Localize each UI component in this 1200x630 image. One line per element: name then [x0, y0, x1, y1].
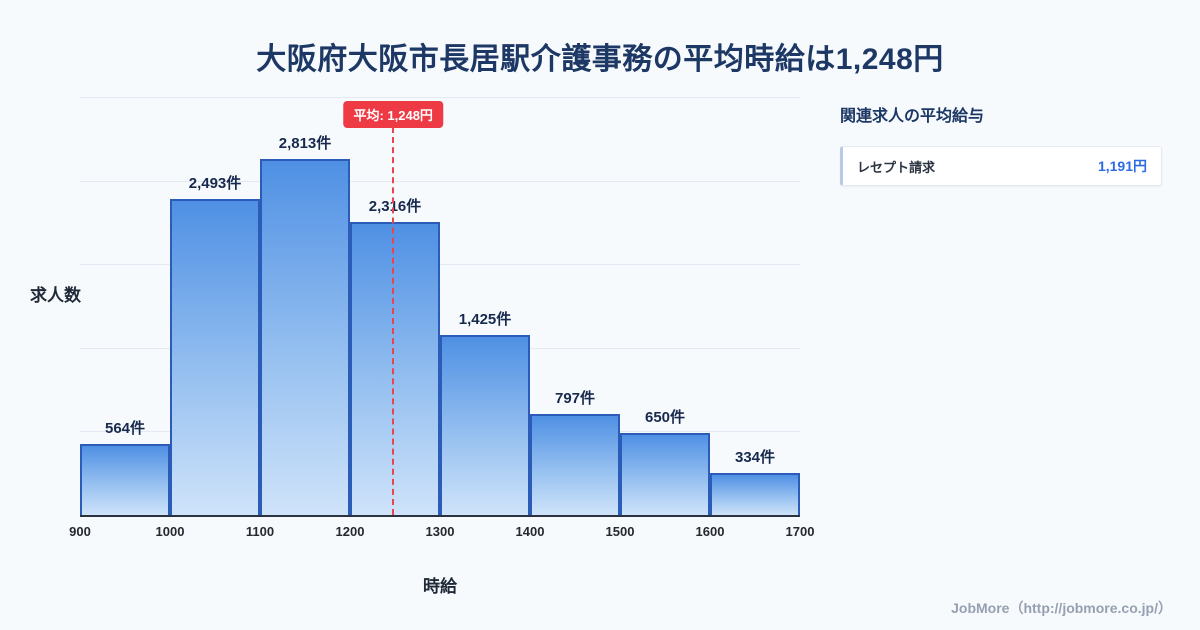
histogram-bar [80, 443, 170, 515]
histogram-bar [350, 221, 440, 515]
gridline [80, 264, 800, 266]
footer-credit: JobMore（http://jobmore.co.jp/） [951, 600, 1172, 616]
bar-value-label: 2,813件 [278, 134, 332, 152]
x-tick-label: 1200 [335, 524, 365, 539]
x-tick-label: 1000 [155, 524, 185, 539]
bar-value-label: 2,316件 [368, 197, 422, 215]
x-tick-label: 1600 [695, 524, 725, 539]
histogram-bar [530, 414, 620, 515]
bar-value-label: 650件 [644, 408, 686, 426]
y-axis-label: 求人数 [30, 286, 81, 305]
histogram-bar [710, 472, 800, 515]
x-tick-label: 1400 [515, 524, 545, 539]
histogram-bar [260, 158, 350, 515]
bar-value-label: 334件 [734, 448, 776, 466]
bar-value-label: 2,493件 [188, 175, 242, 193]
related-job-value: 1,191円 [1097, 158, 1147, 174]
plot-area: 平均: 1,248円 564件 2,493件 2,813件 2,316件 1,425件 7… [80, 97, 800, 517]
bar-value-label: 1,425件 [458, 310, 512, 328]
side-panel-title: 関連求人の平均給与 [840, 108, 985, 125]
bar-value-label: 797件 [554, 390, 596, 408]
gridline [80, 180, 800, 182]
x-tick-label: 1700 [785, 524, 815, 539]
page-title: 大阪府大阪市長居駅介護事務の平均時給は1,248円 [256, 43, 944, 76]
average-badge: 平均: 1,248円 [343, 101, 443, 128]
bar-value-label: 564件 [104, 419, 146, 437]
average-line [392, 127, 395, 515]
x-tick-label: 1100 [245, 524, 275, 539]
x-axis-label: 時給 [423, 577, 457, 596]
histogram-bar [620, 432, 710, 515]
x-axis-ticks: 900 1000 1100 1200 1300 1400 1500 1600 1700 [69, 524, 814, 544]
x-tick-label: 1300 [425, 524, 455, 539]
histogram-bar [170, 199, 260, 515]
gridline [80, 97, 800, 98]
related-job-label: レセプト請求 [857, 159, 936, 175]
histogram-bar [440, 334, 530, 515]
x-tick-label: 1500 [605, 524, 635, 539]
related-job-card: レセプト請求 1,191円 [840, 146, 1162, 186]
x-tick-label: 900 [69, 524, 91, 539]
